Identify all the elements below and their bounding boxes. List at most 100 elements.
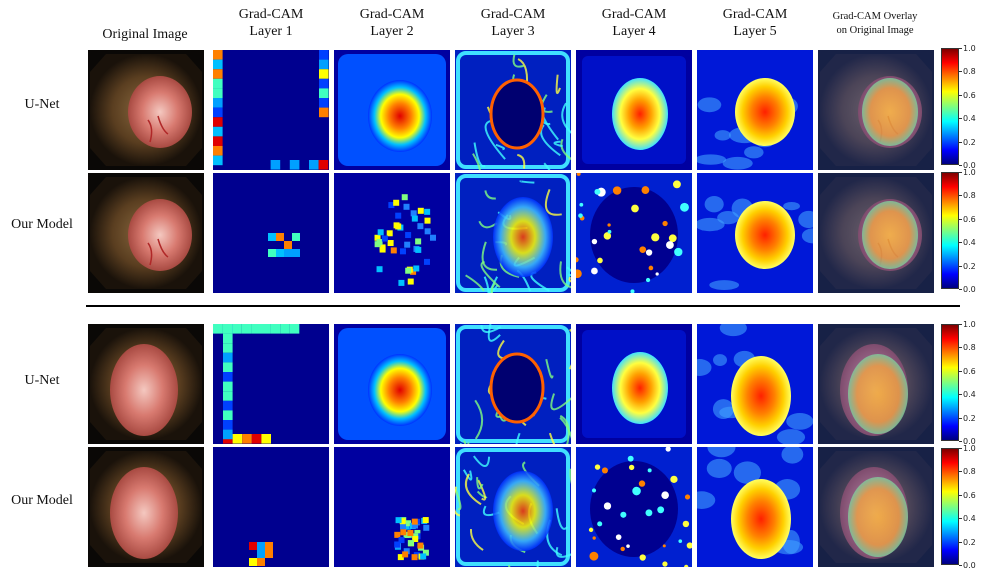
colorbar-tickmark [959,71,962,73]
colorbar-1 [941,48,959,165]
colorbar-tick-label: 0.6 [963,490,976,500]
cell-layer4-row3 [576,324,692,444]
cell-layer2-row3 [334,324,450,444]
colorbar-tick-label: 0.4 [963,514,976,524]
colorbar-tickmark [959,370,962,372]
cell-layer1-row1 [213,50,329,170]
colorbar-tickmark [959,165,962,166]
col-header-layer1: Grad-CAM Layer 1 [212,6,330,40]
cell-layer4-row2 [576,173,692,293]
col-header-layer3: Grad-CAM Layer 3 [454,6,572,40]
colorbar-tick-label: 0.0 [963,161,976,170]
colorbar-3 [941,324,959,441]
col-header-layer1-line2: Layer 1 [249,24,293,39]
cell-original-row3 [88,324,204,444]
cell-layer2-row2 [334,173,450,293]
row-label-unet-2: U-Net [24,373,60,388]
cell-layer3-row3 [455,324,571,444]
cell-layer5-row1 [697,50,813,170]
colorbar-tick-label: 0.8 [963,343,976,353]
colorbar-tick-label: 0.6 [963,366,976,376]
colorbar-tickmark [959,394,962,396]
colorbar-tick-label: 0.6 [963,90,976,100]
colorbar-tickmark [959,494,962,496]
cell-overlay-row1 [818,50,934,170]
cell-layer5-row4 [697,447,813,567]
colorbar-tickmark [959,347,962,349]
row-label-ourmodel-2: Our Model [11,493,73,508]
colorbar-tick-label: 0.0 [963,561,976,570]
cell-layer3-row4 [455,447,571,567]
colorbar-tick-label: 1.0 [963,44,976,53]
col-header-layer2-line1: Grad-CAM [359,7,425,22]
colorbar-tickmark [959,324,962,325]
colorbar-tick-label: 0.4 [963,390,976,400]
colorbar-tickmark [959,565,962,566]
colorbar-tickmark [959,94,962,96]
colorbar-tickmark [959,265,962,267]
cell-layer2-row1 [334,50,450,170]
colorbar-tickmark [959,242,962,244]
cell-layer1-row2 [213,173,329,293]
col-header-layer2: Grad-CAM Layer 2 [333,6,451,40]
col-header-layer5: Grad-CAM Layer 5 [696,6,814,40]
col-header-layer5-line1: Grad-CAM [722,7,788,22]
colorbar-tickmark [959,518,962,520]
colorbar-tickmark [959,541,962,543]
col-header-original-text: Original Image [102,27,188,42]
cell-original-row2 [88,173,204,293]
colorbar-tick-label: 0.4 [963,238,976,248]
colorbar-tick-label: 0.2 [963,261,976,271]
col-header-overlay: Grad-CAM Overlay on Original Image [809,10,941,38]
colorbar-tickmark [959,441,962,442]
colorbar-tickmark [959,218,962,220]
cell-original-row4 [88,447,204,567]
cell-overlay-row4 [818,447,934,567]
colorbar-tick-label: 0.6 [963,214,976,224]
colorbar-tick-label: 0.2 [963,537,976,547]
colorbar-tick-label: 1.0 [963,320,976,329]
col-header-overlay-line2: on Original Image [836,25,914,36]
colorbar-tick-label: 1.0 [963,168,976,177]
colorbar-tickmark [959,448,962,449]
cell-layer5-row2 [697,173,813,293]
colorbar-tick-label: 0.4 [963,114,976,124]
cell-layer3-row2 [455,173,571,293]
colorbar-tickmark [959,471,962,473]
row-label-unet-1: U-Net [24,97,60,112]
col-header-original: Original Image [86,26,204,43]
colorbar-tickmark [959,417,962,419]
cell-original-row1 [88,50,204,170]
col-header-layer5-line2: Layer 5 [733,24,777,39]
cell-layer4-row1 [576,50,692,170]
col-header-overlay-line1: Grad-CAM Overlay [832,11,918,22]
cell-layer2-row4 [334,447,450,567]
cell-layer1-row4 [213,447,329,567]
section-divider [86,305,960,307]
colorbar-tick-label: 0.8 [963,467,976,477]
colorbar-tick-label: 1.0 [963,444,976,453]
cell-layer5-row3 [697,324,813,444]
cell-layer4-row4 [576,447,692,567]
colorbar-tick-label: 0.2 [963,413,976,423]
colorbar-tickmark [959,172,962,173]
colorbar-tick-label: 0.8 [963,191,976,201]
colorbar-tickmark [959,141,962,143]
col-header-layer3-line2: Layer 3 [491,24,535,39]
cell-layer1-row3 [213,324,329,444]
colorbar-tickmark [959,289,962,290]
row-label-ourmodel-1: Our Model [11,217,73,232]
col-header-layer3-line1: Grad-CAM [480,7,546,22]
colorbar-tickmark [959,48,962,49]
colorbar-tickmark [959,195,962,197]
col-header-layer4-line2: Layer 4 [612,24,656,39]
colorbar-2 [941,172,959,289]
colorbar-tick-label: 0.8 [963,67,976,77]
col-header-layer1-line1: Grad-CAM [238,7,304,22]
colorbar-tick-label: 0.0 [963,437,976,446]
colorbar-tickmark [959,118,962,120]
cell-overlay-row3 [818,324,934,444]
cell-layer3-row1 [455,50,571,170]
colorbar-4 [941,448,959,565]
colorbar-tick-label: 0.2 [963,137,976,147]
